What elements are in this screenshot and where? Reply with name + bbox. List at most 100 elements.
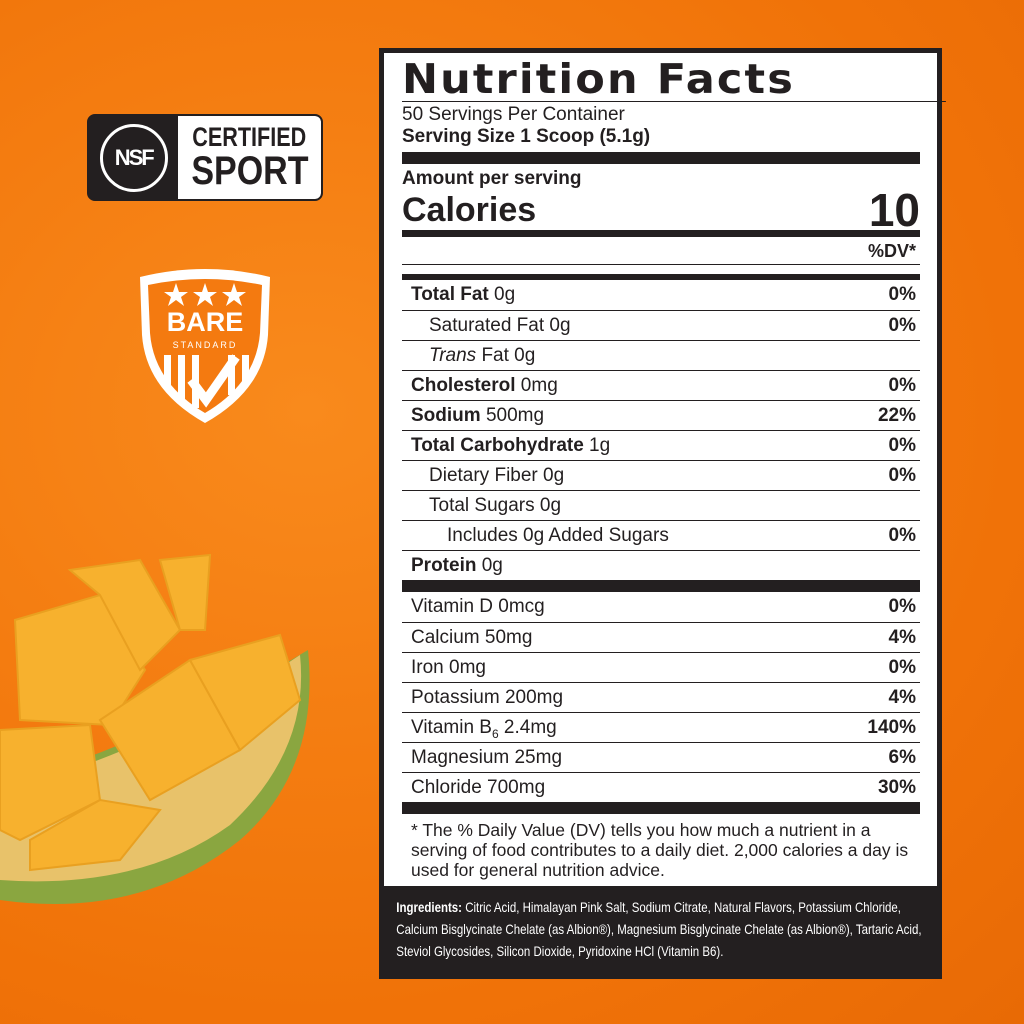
nutrient-name: Total Fat 0g — [411, 280, 515, 310]
nutrient-amount: Total Sugars 0g — [429, 495, 562, 516]
nutrient-bold: Cholesterol — [411, 375, 516, 396]
vitamin-dv: 4% — [888, 627, 916, 648]
vitamin-label: Calcium 50mg — [411, 627, 533, 648]
nutrient-name: Total Carbohydrate 1g — [411, 431, 610, 460]
nutrient-dv: 0% — [888, 435, 916, 456]
vitamin-dv: 4% — [888, 687, 916, 708]
nutrient-bold: Total Fat — [411, 284, 489, 305]
serving-size: Serving Size 1 Scoop (5.1g) — [402, 126, 651, 147]
bare-text: BARE — [166, 307, 244, 337]
nutrient-row: Dietary Fiber 0g 0% — [402, 460, 920, 490]
nutrient-bold: Protein — [411, 555, 477, 576]
nutrient-dv: 0% — [888, 465, 916, 486]
vitamin-name: Potassium 200mg — [411, 683, 563, 712]
nutrient-rows: Total Fat 0g 0% Saturated Fat 0g 0% Trans Fa… — [402, 280, 920, 580]
nsf-logo: NSF — [99, 123, 168, 192]
vitamin-dv: 6% — [888, 747, 916, 768]
vitamin-name: Vitamin B6 2.4mg — [411, 713, 557, 742]
nsf-certified-sport-badge: NSF CERTIFIED SPORT — [87, 114, 323, 201]
nutrient-name: Total Sugars 0g — [429, 491, 561, 520]
vitamin-label: Potassium 200mg — [411, 687, 564, 708]
divider — [402, 152, 920, 164]
nutrient-amount: 0g — [488, 284, 516, 305]
vitamin-row: Vitamin B6 2.4mg 140% — [402, 712, 920, 742]
nutrient-dv: 0% — [888, 315, 916, 336]
nutrient-row: Protein 0g — [402, 550, 920, 580]
nutrient-amount: 0mg — [515, 375, 558, 396]
vitamin-row: Potassium 200mg 4% — [402, 682, 920, 712]
calories-label: Calories — [402, 191, 537, 229]
vitamin-name: Magnesium 25mg — [411, 743, 562, 772]
nutrient-row: Trans Fat 0g — [402, 340, 920, 370]
bare-standard-shield-icon — [140, 269, 270, 423]
nutrient-name: Dietary Fiber 0g — [429, 461, 564, 490]
nutrient-amount: 1g — [583, 435, 611, 456]
nsf-sport-text: SPORT — [191, 149, 309, 193]
nutrient-amount: Fat 0g — [476, 345, 536, 366]
nutrient-row: Saturated Fat 0g 0% — [402, 310, 920, 340]
vitamin-subscript: 6 — [491, 726, 499, 741]
servings-per-container: 50 Servings Per Container — [402, 104, 625, 125]
nutrient-name: Trans Fat 0g — [429, 341, 535, 370]
ingredients-text: Citric Acid, Himalayan Pink Salt, Sodium… — [396, 899, 922, 959]
nutrient-name: Includes 0g Added Sugars — [447, 521, 669, 550]
nutrient-amount: 500mg — [480, 405, 545, 426]
vitamin-amount: 2.4mg — [498, 717, 557, 738]
nutrient-amount: Includes 0g Added Sugars — [447, 525, 669, 546]
nutrient-name: Cholesterol 0mg — [411, 371, 558, 400]
footnote: * The % Daily Value (DV) tells you how m… — [411, 820, 909, 880]
amount-per-serving: Amount per serving — [402, 168, 582, 189]
dv-header: %DV* — [402, 239, 920, 265]
divider — [402, 802, 920, 814]
nutrient-bold: Total Carbohydrate — [411, 435, 584, 456]
nutrient-row: Cholesterol 0mg 0% — [402, 370, 920, 400]
nutrient-amount: Dietary Fiber 0g — [429, 465, 565, 486]
vitamin-row: Calcium 50mg 4% — [402, 622, 920, 652]
vitamin-label: Iron 0mg — [411, 657, 486, 678]
nutrient-amount: 0g — [476, 555, 503, 576]
divider — [402, 274, 920, 280]
vitamin-dv: 140% — [867, 717, 916, 738]
vitamin-row: Iron 0mg 0% — [402, 652, 920, 682]
nutrient-row: Sodium 500mg 22% — [402, 400, 920, 430]
nutrient-row: Total Sugars 0g — [402, 490, 920, 520]
vitamin-row: Chloride 700mg 30% — [402, 772, 920, 802]
nutrient-amount: Saturated Fat 0g — [429, 315, 571, 336]
vitamin-rows: Vitamin D 0mcg 0% Calcium 50mg 4% Iron 0mg 0%… — [402, 592, 920, 802]
nutrition-facts-label: Nutrition Facts 50 Servings Per Containe… — [379, 48, 946, 979]
nsf-certified-text: CERTIFIED — [192, 122, 307, 152]
vitamin-name: Chloride 700mg — [411, 773, 545, 802]
nutrient-row: Total Fat 0g 0% — [402, 280, 920, 310]
divider — [402, 580, 920, 592]
vitamin-label: Vitamin B — [411, 717, 492, 738]
vitamin-name: Calcium 50mg — [411, 623, 532, 652]
nutrient-name: Saturated Fat 0g — [429, 311, 571, 340]
label-title: Nutrition Facts — [402, 57, 946, 102]
nutrient-dv: 0% — [888, 525, 916, 546]
divider — [402, 230, 920, 237]
nutrient-dv: 22% — [877, 405, 916, 426]
calories-row: Calories 10 — [402, 184, 920, 236]
vitamin-row: Vitamin D 0mcg 0% — [402, 592, 920, 622]
nutrient-dv: 0% — [888, 284, 916, 305]
vitamin-label: Chloride 700mg — [411, 777, 546, 798]
vitamin-label: Magnesium 25mg — [411, 747, 563, 768]
ingredients: Ingredients: Citric Acid, Himalayan Pink… — [384, 886, 937, 962]
vitamin-name: Vitamin D 0mcg — [411, 592, 545, 622]
nutrient-row: Total Carbohydrate 1g 0% — [402, 430, 920, 460]
standard-text: STANDARD — [172, 340, 238, 350]
nutrient-name: Protein 0g — [411, 551, 503, 580]
vitamin-dv: 0% — [888, 657, 916, 678]
nutrient-name: Sodium 500mg — [411, 401, 544, 430]
vitamin-dv: 30% — [877, 777, 916, 798]
vitamin-name: Iron 0mg — [411, 653, 486, 682]
vitamin-dv: 0% — [888, 596, 916, 617]
vitamin-row: Magnesium 25mg 6% — [402, 742, 920, 772]
nutrient-row: Includes 0g Added Sugars 0% — [402, 520, 920, 550]
vitamin-label: Vitamin D 0mcg — [411, 596, 545, 617]
calories-value: 10 — [868, 184, 920, 236]
nutrient-dv: 0% — [888, 375, 916, 396]
ingredients-label: Ingredients: — [396, 899, 463, 915]
mango-image — [0, 553, 310, 904]
nutrient-italic: Trans — [429, 345, 477, 366]
